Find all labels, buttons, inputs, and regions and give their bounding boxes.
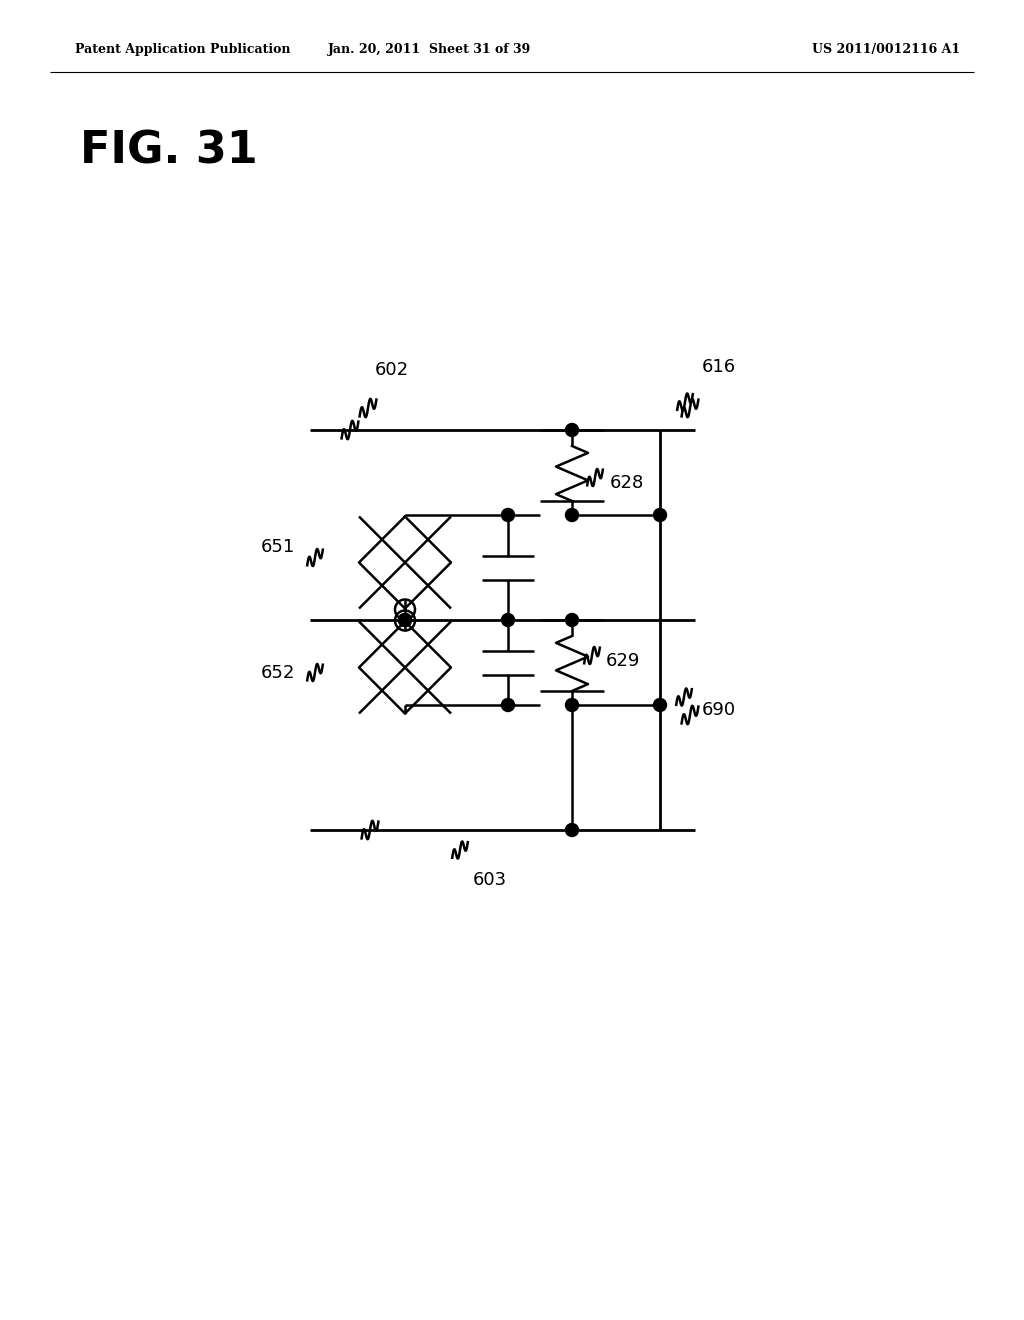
Text: Jan. 20, 2011  Sheet 31 of 39: Jan. 20, 2011 Sheet 31 of 39 (329, 44, 531, 57)
Circle shape (653, 508, 667, 521)
Text: 651: 651 (261, 539, 295, 557)
Circle shape (565, 508, 579, 521)
Circle shape (565, 614, 579, 627)
Text: 628: 628 (610, 474, 644, 491)
Text: 603: 603 (473, 871, 507, 888)
Text: 629: 629 (606, 652, 640, 669)
Text: FIG. 31: FIG. 31 (80, 129, 258, 173)
Circle shape (565, 824, 579, 837)
Text: 652: 652 (261, 664, 295, 681)
Circle shape (502, 614, 514, 627)
Circle shape (398, 614, 412, 627)
Circle shape (502, 698, 514, 711)
Circle shape (398, 614, 412, 627)
Circle shape (653, 698, 667, 711)
Text: 616: 616 (702, 358, 736, 376)
Text: US 2011/0012116 A1: US 2011/0012116 A1 (812, 44, 961, 57)
Text: 602: 602 (375, 360, 409, 379)
Circle shape (565, 698, 579, 711)
Text: 690: 690 (702, 701, 736, 719)
Circle shape (565, 424, 579, 437)
Circle shape (502, 508, 514, 521)
Text: Patent Application Publication: Patent Application Publication (75, 44, 291, 57)
